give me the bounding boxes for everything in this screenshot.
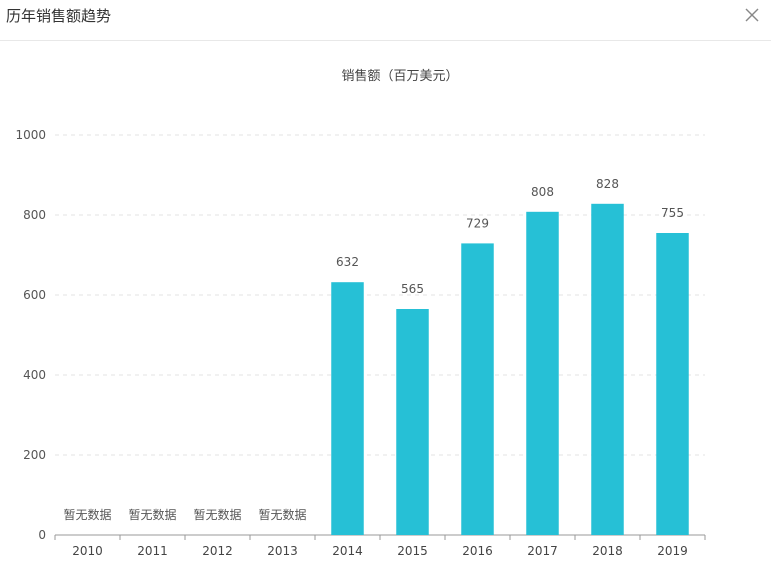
bar (461, 243, 494, 535)
x-tick-label: 2011 (137, 544, 168, 558)
data-label: 828 (596, 177, 619, 191)
data-label: 632 (336, 255, 359, 269)
y-tick-label: 600 (23, 288, 46, 302)
no-data-label: 暂无数据 (193, 507, 241, 522)
bar (591, 203, 624, 536)
x-tick-label: 2015 (397, 544, 428, 558)
y-tick-label: 1000 (15, 128, 46, 142)
x-tick-label: 2018 (592, 544, 623, 558)
bar (656, 233, 689, 535)
y-tick-label: 0 (38, 528, 46, 542)
y-tick-label: 200 (23, 448, 46, 462)
data-label: 808 (531, 185, 554, 199)
chart-canvas: 销售额（百万美元） 0 200 400 600 800 1000 2010 暂无数据 2011 暂无… (15, 68, 706, 558)
data-label: 755 (661, 206, 684, 220)
dialog-title: 历年销售额趋势 (6, 7, 112, 25)
bar (526, 211, 559, 536)
x-tick-label: 2013 (267, 544, 298, 558)
x-tick-label: 2016 (462, 544, 493, 558)
chart-title: 销售额（百万美元） (341, 68, 458, 84)
data-label: 565 (401, 282, 424, 296)
x-tick-label: 2017 (527, 544, 558, 558)
dialog-header: 历年销售额趋势 (0, 0, 771, 41)
no-data-label: 暂无数据 (258, 507, 306, 522)
sales-chart: 销售额（百万美元） 0 200 400 600 800 1000 2010 暂无数据 2011 暂无… (0, 42, 771, 567)
no-data-label: 暂无数据 (63, 507, 111, 522)
bar (396, 309, 429, 535)
close-icon (745, 8, 759, 22)
y-tick-label: 800 (23, 208, 46, 222)
x-tick-label: 2014 (332, 544, 363, 558)
no-data-label: 暂无数据 (128, 507, 176, 522)
y-tick-label: 400 (23, 368, 46, 382)
close-button[interactable] (741, 4, 763, 26)
x-tick-label: 2019 (657, 544, 688, 558)
data-label: 729 (466, 216, 489, 230)
bar (331, 282, 364, 535)
x-tick-label: 2010 (72, 544, 103, 558)
x-tick-label: 2012 (202, 544, 233, 558)
